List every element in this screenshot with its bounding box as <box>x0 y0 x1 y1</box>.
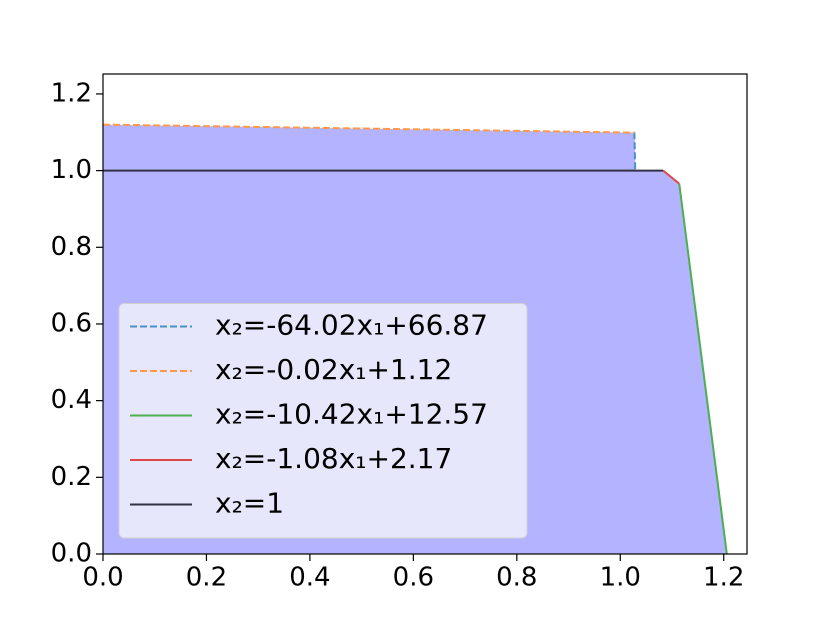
line <box>102 123 635 134</box>
legend-label: x₂=1 <box>215 487 284 520</box>
y-tick-label: 0.8 <box>51 232 92 262</box>
legend: x₂=-64.02x₁+66.87 x₂=-0.02x₁+1.12 x₂=-10.4… <box>118 303 528 539</box>
line <box>662 169 680 185</box>
x-tick-label: 0.2 <box>186 563 227 593</box>
y-tick-label: 0.2 <box>51 462 92 492</box>
y-tick-label: 0.6 <box>51 308 92 338</box>
legend-label: x₂=-10.42x₁+12.57 <box>215 398 488 431</box>
x-tick-label: 1.2 <box>703 563 744 593</box>
legend-label: x₂=-1.08x₁+2.17 <box>215 442 452 475</box>
legend-box <box>118 303 528 539</box>
legend-label: x₂=-64.02x₁+66.87 <box>215 309 488 342</box>
y-tick-label: 1.2 <box>51 78 92 108</box>
y-tick-label: 0.0 <box>51 539 92 569</box>
legend-label: x₂=-0.02x₁+1.12 <box>215 353 452 386</box>
y-tick-label: 0.4 <box>51 385 92 415</box>
line <box>633 132 637 171</box>
x-tick-label: 1.0 <box>600 563 641 593</box>
x-tick-label: 0.6 <box>393 563 434 593</box>
line <box>678 183 728 555</box>
x-tick-label: 0.0 <box>82 563 123 593</box>
x-tick-label: 0.4 <box>289 563 330 593</box>
y-tick-label: 1.0 <box>51 155 92 185</box>
x-tick-label: 0.8 <box>496 563 537 593</box>
axes-frame <box>102 73 748 555</box>
